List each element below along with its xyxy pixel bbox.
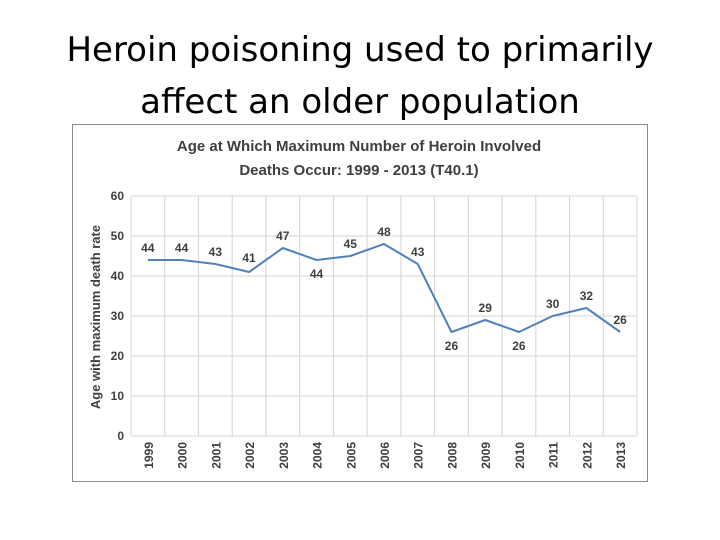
data-label: 26: [512, 339, 526, 353]
slide-title: Heroin poisoning used to primarily affec…: [0, 24, 720, 128]
data-label: 32: [580, 289, 594, 303]
y-axis-label: Age with maximum death rate: [88, 225, 103, 409]
y-tick-label: 50: [111, 229, 125, 243]
data-label: 41: [242, 251, 256, 265]
data-label: 47: [276, 229, 290, 243]
data-label: 30: [546, 297, 560, 311]
chart-title-line-2: Deaths Occur: 1999 - 2013 (T40.1): [239, 162, 478, 179]
data-label: 44: [175, 241, 189, 255]
x-tick-label: 2007: [412, 442, 426, 469]
data-label: 26: [445, 339, 459, 353]
x-tick-label: 2002: [243, 442, 257, 469]
data-label: 26: [613, 313, 627, 327]
axes: 0 10 20 30 40 50 60 1999 2000 2001 2002 2003 2004 200…: [111, 189, 628, 469]
x-tick-label: 2008: [445, 442, 459, 469]
x-tick-label: 2011: [547, 442, 561, 468]
x-tick-label: 2005: [344, 442, 358, 469]
data-labels: 44 44 43 41 47 44 45 48 43 26 29 26 30 32 26: [141, 225, 627, 353]
x-tick-label: 2010: [513, 442, 527, 469]
x-tick-label: 2004: [311, 442, 325, 469]
data-label: 45: [344, 237, 358, 251]
chart-title-line-1: Age at Which Maximum Number of Heroin In…: [177, 138, 541, 155]
line-chart: Age at Which Maximum Number of Heroin In…: [88, 138, 638, 469]
x-tick-label: 2012: [580, 442, 594, 469]
data-label: 44: [141, 241, 155, 255]
chart-frame: Age at Which Maximum Number of Heroin In…: [72, 124, 648, 482]
data-label: 44: [310, 267, 324, 281]
x-tick-label: 2001: [209, 442, 223, 469]
slide-title-line-1: Heroin poisoning used to primarily: [66, 30, 654, 70]
y-tick-label: 20: [111, 349, 125, 363]
series-line-layer: [147, 243, 621, 333]
x-tick-label: 1999: [142, 442, 156, 469]
x-tick-label: 2013: [614, 442, 628, 469]
data-label: 29: [479, 301, 493, 315]
data-label: 43: [209, 245, 223, 259]
y-tick-label: 30: [111, 309, 125, 323]
x-tick-label: 2003: [277, 442, 291, 469]
data-label: 43: [411, 245, 425, 259]
x-tick-label: 2000: [176, 442, 190, 469]
y-tick-label: 10: [111, 389, 125, 403]
gridlines: [130, 195, 638, 437]
y-tick-label: 0: [117, 429, 124, 443]
x-tick-label: 2006: [378, 442, 392, 469]
data-label: 48: [377, 225, 391, 239]
y-tick-label: 60: [111, 189, 125, 203]
series-line: [147, 243, 621, 333]
slide-title-line-2: affect an older population: [140, 82, 580, 122]
y-tick-label: 40: [111, 269, 125, 283]
x-tick-label: 2009: [479, 442, 493, 469]
